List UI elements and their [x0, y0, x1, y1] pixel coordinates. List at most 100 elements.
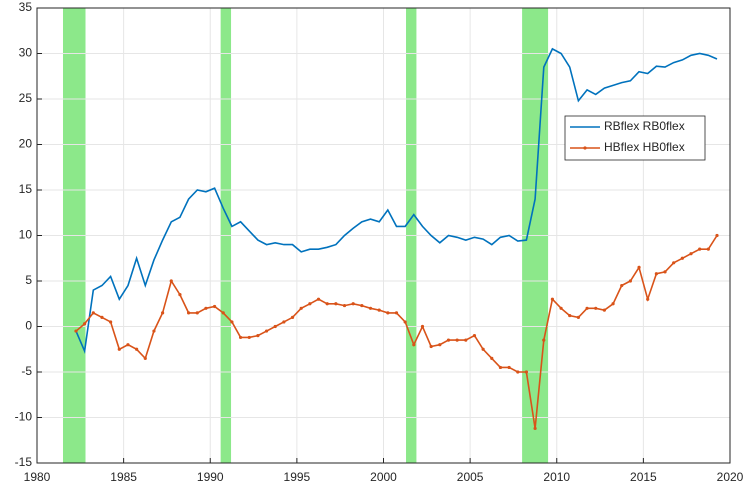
point-marker	[186, 311, 191, 315]
point-marker	[143, 356, 147, 360]
legend-box	[564, 115, 706, 161]
point-marker	[325, 302, 329, 306]
legend-marker	[583, 146, 587, 150]
point-marker	[594, 306, 598, 310]
point-marker	[334, 302, 338, 306]
point-marker	[282, 320, 286, 324]
point-marker	[524, 370, 529, 374]
y-tick-label: 20	[19, 137, 33, 151]
x-tick-label: 2000	[370, 470, 397, 484]
x-tick-label: 2010	[543, 470, 570, 484]
point-marker	[83, 322, 87, 326]
point-marker	[455, 338, 459, 342]
point-marker	[230, 320, 234, 324]
point-marker	[689, 252, 693, 256]
point-marker	[126, 343, 130, 347]
point-marker	[169, 279, 173, 283]
point-marker	[654, 272, 658, 276]
point-marker	[706, 247, 710, 251]
point-marker	[602, 308, 606, 312]
point-marker	[542, 338, 546, 342]
point-marker	[299, 306, 303, 310]
y-tick-label: -10	[15, 410, 33, 424]
point-marker	[394, 311, 399, 315]
point-marker	[698, 247, 702, 251]
point-marker	[351, 302, 355, 306]
point-marker	[161, 311, 165, 315]
y-tick-label: 0	[25, 319, 32, 333]
point-marker	[646, 297, 650, 301]
x-tick-label: 2020	[717, 470, 744, 484]
point-marker	[715, 233, 719, 238]
point-marker	[152, 329, 156, 333]
point-marker	[481, 347, 485, 351]
point-marker	[247, 335, 251, 340]
point-marker	[109, 320, 113, 324]
point-marker	[490, 356, 494, 360]
legend-label: HBflex HB0flex	[604, 140, 685, 154]
point-marker	[178, 293, 182, 297]
point-marker	[611, 302, 615, 306]
point-marker	[464, 338, 468, 342]
x-tick-label: 1985	[110, 470, 137, 484]
point-marker	[550, 297, 555, 301]
point-marker	[386, 311, 390, 315]
point-marker	[420, 324, 425, 329]
y-tick-label: -5	[21, 364, 32, 378]
point-marker	[316, 297, 321, 301]
point-marker	[680, 256, 684, 260]
point-marker	[429, 344, 433, 349]
point-marker	[672, 261, 676, 265]
point-marker	[204, 306, 208, 310]
legend-label: RBflex RB0flex	[604, 119, 685, 133]
point-marker	[498, 365, 503, 370]
point-marker	[403, 320, 407, 324]
point-marker	[628, 279, 632, 283]
y-tick-label: 25	[19, 91, 33, 105]
point-marker	[412, 343, 416, 347]
x-tick-label: 2015	[630, 470, 657, 484]
point-marker	[446, 338, 451, 342]
point-marker	[238, 335, 243, 340]
point-marker	[559, 306, 563, 310]
point-marker	[100, 315, 104, 319]
y-tick-label: 30	[19, 46, 33, 60]
x-tick-label: 1995	[284, 470, 311, 484]
x-tick-label: 1990	[197, 470, 224, 484]
point-marker	[195, 311, 199, 315]
point-marker	[117, 347, 121, 351]
point-marker	[533, 426, 537, 431]
point-marker	[264, 329, 269, 333]
point-marker	[256, 334, 260, 338]
point-marker	[290, 315, 295, 319]
point-marker	[438, 343, 442, 347]
point-marker	[620, 283, 624, 288]
point-marker	[516, 370, 520, 374]
point-marker	[360, 303, 364, 308]
point-marker	[221, 311, 225, 315]
x-tick-label: 2005	[457, 470, 484, 484]
point-marker	[576, 315, 581, 319]
x-tick-label: 1980	[24, 470, 51, 484]
point-marker	[377, 308, 381, 312]
y-tick-label: -15	[15, 455, 33, 469]
y-tick-label: 15	[19, 182, 33, 196]
series-line	[75, 47, 718, 355]
point-marker	[472, 334, 477, 338]
y-tick-label: 35	[19, 0, 33, 14]
point-marker	[342, 303, 347, 308]
point-marker	[585, 306, 589, 310]
y-tick-label: 5	[25, 273, 32, 287]
point-marker	[568, 313, 572, 318]
point-marker	[637, 265, 641, 269]
axes-box	[36, 7, 731, 464]
point-marker	[91, 311, 95, 315]
point-marker	[135, 347, 139, 351]
point-marker	[212, 304, 217, 309]
point-marker	[74, 329, 78, 333]
point-marker	[663, 270, 667, 274]
point-marker	[368, 306, 373, 310]
point-marker	[308, 302, 312, 306]
y-tick-label: 10	[19, 228, 33, 242]
